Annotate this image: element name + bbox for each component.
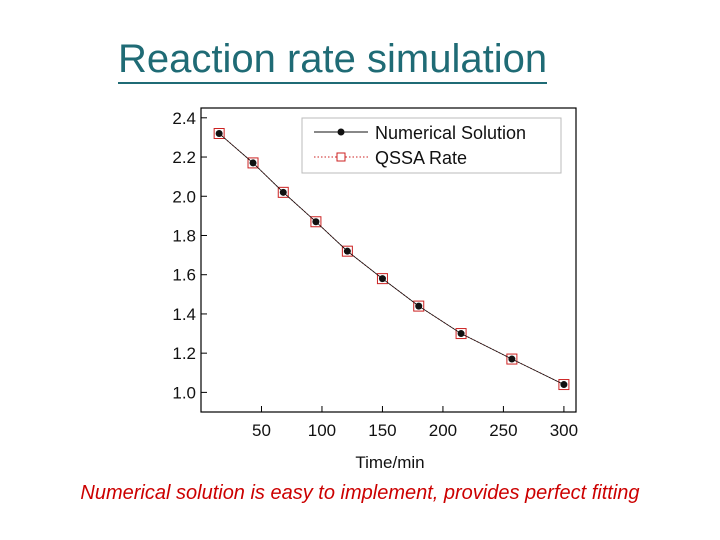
x-tick-label: 100 <box>308 421 336 440</box>
point-qssa <box>558 379 570 391</box>
legend: Numerical Solution QSSA Rate <box>301 117 562 174</box>
point-qssa <box>413 300 425 312</box>
x-tick-label: 300 <box>550 421 578 440</box>
point-qssa <box>277 186 289 198</box>
point-numerical <box>343 247 351 255</box>
point-qssa <box>455 328 467 340</box>
y-tick-label: 2.0 <box>172 187 196 206</box>
y-tick-label: 2.4 <box>172 109 196 128</box>
point-qssa <box>247 157 259 169</box>
legend-qssa-label: QSSA Rate <box>375 148 467 168</box>
legend-box <box>301 117 562 174</box>
x-axis-title: Time/min <box>355 453 424 472</box>
point-qssa <box>213 127 225 139</box>
x-tick-label: 200 <box>429 421 457 440</box>
y-tick-label: 1.2 <box>172 344 196 363</box>
y-tick-label: 1.8 <box>172 226 196 245</box>
y-tick-label: 1.0 <box>172 383 196 402</box>
point-numerical <box>378 275 386 283</box>
x-tick-label: 50 <box>252 421 271 440</box>
point-qssa <box>506 353 518 365</box>
y-tick-label: 1.6 <box>172 266 196 285</box>
x-tick-label: 150 <box>368 421 396 440</box>
y-tick-label: 1.4 <box>172 305 196 324</box>
point-numerical <box>215 129 223 137</box>
y-tick-label: 2.2 <box>172 148 196 167</box>
slide-title: Reaction rate simulation <box>118 36 548 84</box>
point-numerical <box>560 381 568 389</box>
point-numerical <box>508 355 516 363</box>
point-numerical <box>279 188 287 196</box>
point-numerical <box>249 159 257 167</box>
point-qssa <box>341 245 353 257</box>
point-numerical <box>457 330 465 338</box>
point-qssa <box>310 216 322 228</box>
slide-caption: Numerical solution is easy to implement,… <box>80 482 640 504</box>
point-numerical <box>415 302 423 310</box>
legend-numerical-marker <box>337 128 345 136</box>
x-tick-label: 250 <box>489 421 517 440</box>
series-line-numerical <box>218 133 565 385</box>
legend-numerical-label: Numerical Solution <box>375 123 526 143</box>
legend-qssa-marker <box>336 152 346 162</box>
point-numerical <box>312 218 320 226</box>
plot-frame <box>200 107 577 413</box>
point-qssa <box>376 273 388 285</box>
